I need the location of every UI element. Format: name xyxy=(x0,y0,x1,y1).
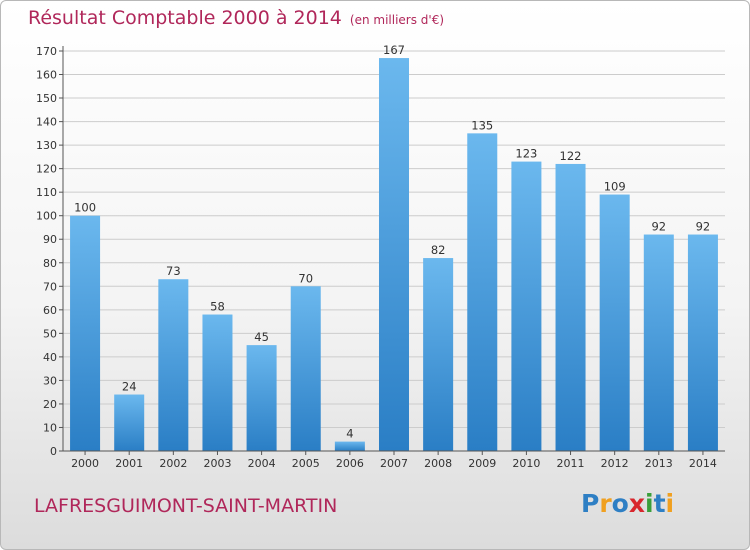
y-tick-label: 0 xyxy=(50,445,57,458)
bar-2012 xyxy=(599,194,630,451)
y-tick-label: 110 xyxy=(36,186,57,199)
x-tick-label-2009: 2009 xyxy=(468,457,496,470)
value-label-2013: 92 xyxy=(651,220,666,234)
value-label-2005: 70 xyxy=(298,271,313,285)
axes: 0 10 20 30 40 50 60 70 80 90 100 110 120 130 140 150 160… xyxy=(36,45,725,470)
x-tick-label-2002: 2002 xyxy=(159,457,187,470)
value-label-2010: 123 xyxy=(515,147,537,161)
logo-letter: P xyxy=(581,489,600,518)
bars: 100 24 73 58 45 70 4 167 82 135 123 122 109 92 92 xyxy=(70,43,718,452)
chart-title: Résultat Comptable 2000 à 2014 (en millie… xyxy=(28,7,444,29)
logo-letter: i xyxy=(645,489,654,518)
value-label-2014: 92 xyxy=(696,220,711,234)
bar-2000 xyxy=(70,215,101,451)
y-tick-label: 10 xyxy=(43,421,57,434)
value-label-2002: 73 xyxy=(166,264,181,278)
x-tick-label-2003: 2003 xyxy=(203,457,231,470)
bar-2011 xyxy=(555,163,586,452)
value-label-2003: 58 xyxy=(210,300,225,314)
x-tick-label-2010: 2010 xyxy=(512,457,540,470)
x-tick-label-2006: 2006 xyxy=(336,457,364,470)
y-tick-label: 30 xyxy=(43,374,57,387)
x-tick-label-2012: 2012 xyxy=(601,457,629,470)
value-label-2006: 4 xyxy=(346,427,353,441)
logo-letter: i xyxy=(665,489,675,518)
value-label-2008: 82 xyxy=(431,243,446,257)
logo-letter: t xyxy=(653,489,666,518)
x-tick-label-2001: 2001 xyxy=(115,457,143,470)
x-tick-label-2007: 2007 xyxy=(380,457,408,470)
y-tick-label: 90 xyxy=(43,233,57,246)
x-tick-label-2011: 2011 xyxy=(557,457,585,470)
y-tick-label: 70 xyxy=(43,280,57,293)
x-tick-label-2008: 2008 xyxy=(424,457,452,470)
logo-letter: o xyxy=(611,489,629,518)
bar-2004 xyxy=(246,345,277,451)
bar-2006 xyxy=(334,441,365,451)
bar-2002 xyxy=(158,279,189,451)
logo-letter: x xyxy=(628,489,645,518)
value-label-2000: 100 xyxy=(74,201,96,215)
chart-title-unit: (en milliers d'€) xyxy=(349,13,445,27)
y-tick-label: 60 xyxy=(43,304,57,317)
bar-2003 xyxy=(202,314,233,451)
y-tick-label: 100 xyxy=(36,210,57,223)
value-label-2004: 45 xyxy=(254,330,269,344)
commune-name: LAFRESGUIMONT-SAINT-MARTIN xyxy=(34,495,338,517)
y-tick-label: 20 xyxy=(43,398,57,411)
y-tick-label: 130 xyxy=(36,139,57,152)
value-label-2007: 167 xyxy=(383,43,405,57)
value-label-2012: 109 xyxy=(604,180,626,194)
logo-letter: r xyxy=(599,489,612,518)
bar-2013 xyxy=(643,234,674,451)
y-tick-label: 40 xyxy=(43,351,57,364)
y-tick-label: 120 xyxy=(36,163,57,176)
bar-2007 xyxy=(378,58,410,451)
bar-2009 xyxy=(467,133,498,451)
bar-2010 xyxy=(511,161,542,451)
value-label-2011: 122 xyxy=(560,149,582,163)
bar-2014 xyxy=(687,234,718,451)
x-tick-label-2000: 2000 xyxy=(71,457,99,470)
y-tick-label: 80 xyxy=(43,257,57,270)
y-tick-label: 170 xyxy=(36,45,57,58)
proxiti-logo: Proxiti xyxy=(581,489,674,518)
x-tick-label-2004: 2004 xyxy=(248,457,276,470)
bar-2001 xyxy=(114,394,145,451)
x-tick-label-2014: 2014 xyxy=(689,457,717,470)
y-tick-label: 150 xyxy=(36,92,57,105)
y-tick-label: 160 xyxy=(36,69,57,82)
x-tick-label-2013: 2013 xyxy=(645,457,673,470)
y-tick-label: 140 xyxy=(36,116,57,129)
value-label-2001: 24 xyxy=(122,380,137,394)
bar-2005 xyxy=(290,286,321,451)
value-label-2009: 135 xyxy=(471,118,493,132)
x-tick-label-2005: 2005 xyxy=(292,457,320,470)
chart-title-main: Résultat Comptable 2000 à 2014 xyxy=(28,7,342,29)
y-tick-label: 50 xyxy=(43,327,57,340)
bar-2008 xyxy=(423,258,454,451)
